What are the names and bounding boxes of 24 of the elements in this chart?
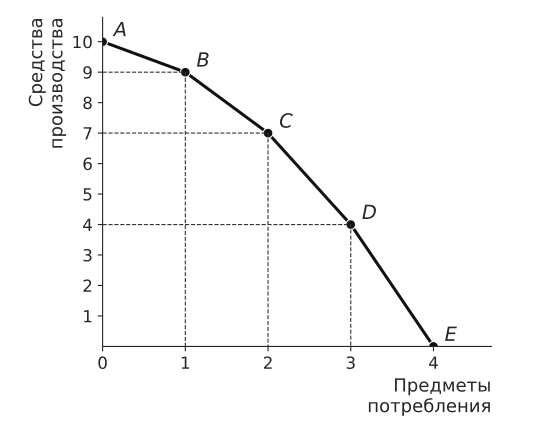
annotation: A — [112, 22, 126, 36]
y-tick-label: 5 — [84, 188, 92, 201]
annotation: E — [445, 326, 457, 341]
x-tick-label: 1 — [182, 356, 190, 369]
x-tick-label: 2 — [264, 356, 272, 369]
y-axis-title: Средства производства — [28, 18, 66, 148]
annotation: B — [196, 52, 209, 67]
y-tick-label: 8 — [83, 96, 92, 110]
y-tick-label: 10 — [74, 36, 92, 48]
x-axis-title: Предметы потребления — [368, 378, 490, 416]
y-tick-label: 2 — [83, 279, 92, 292]
y-tick-label: 1 — [84, 310, 92, 322]
x-tick-label: 3 — [346, 356, 355, 370]
y-tick-label: 9 — [83, 66, 92, 79]
annotation: D — [362, 204, 376, 219]
point — [262, 128, 274, 138]
x-tick-label: 4 — [429, 356, 438, 369]
point — [180, 66, 191, 78]
annotation: C — [280, 113, 293, 128]
y-tick-label: 7 — [84, 127, 92, 140]
x-tick-label: 0 — [98, 356, 107, 370]
y-tick-label: 6 — [83, 158, 92, 170]
y-tick-label: 3 — [84, 248, 92, 262]
y-tick-label: 4 — [83, 218, 92, 231]
